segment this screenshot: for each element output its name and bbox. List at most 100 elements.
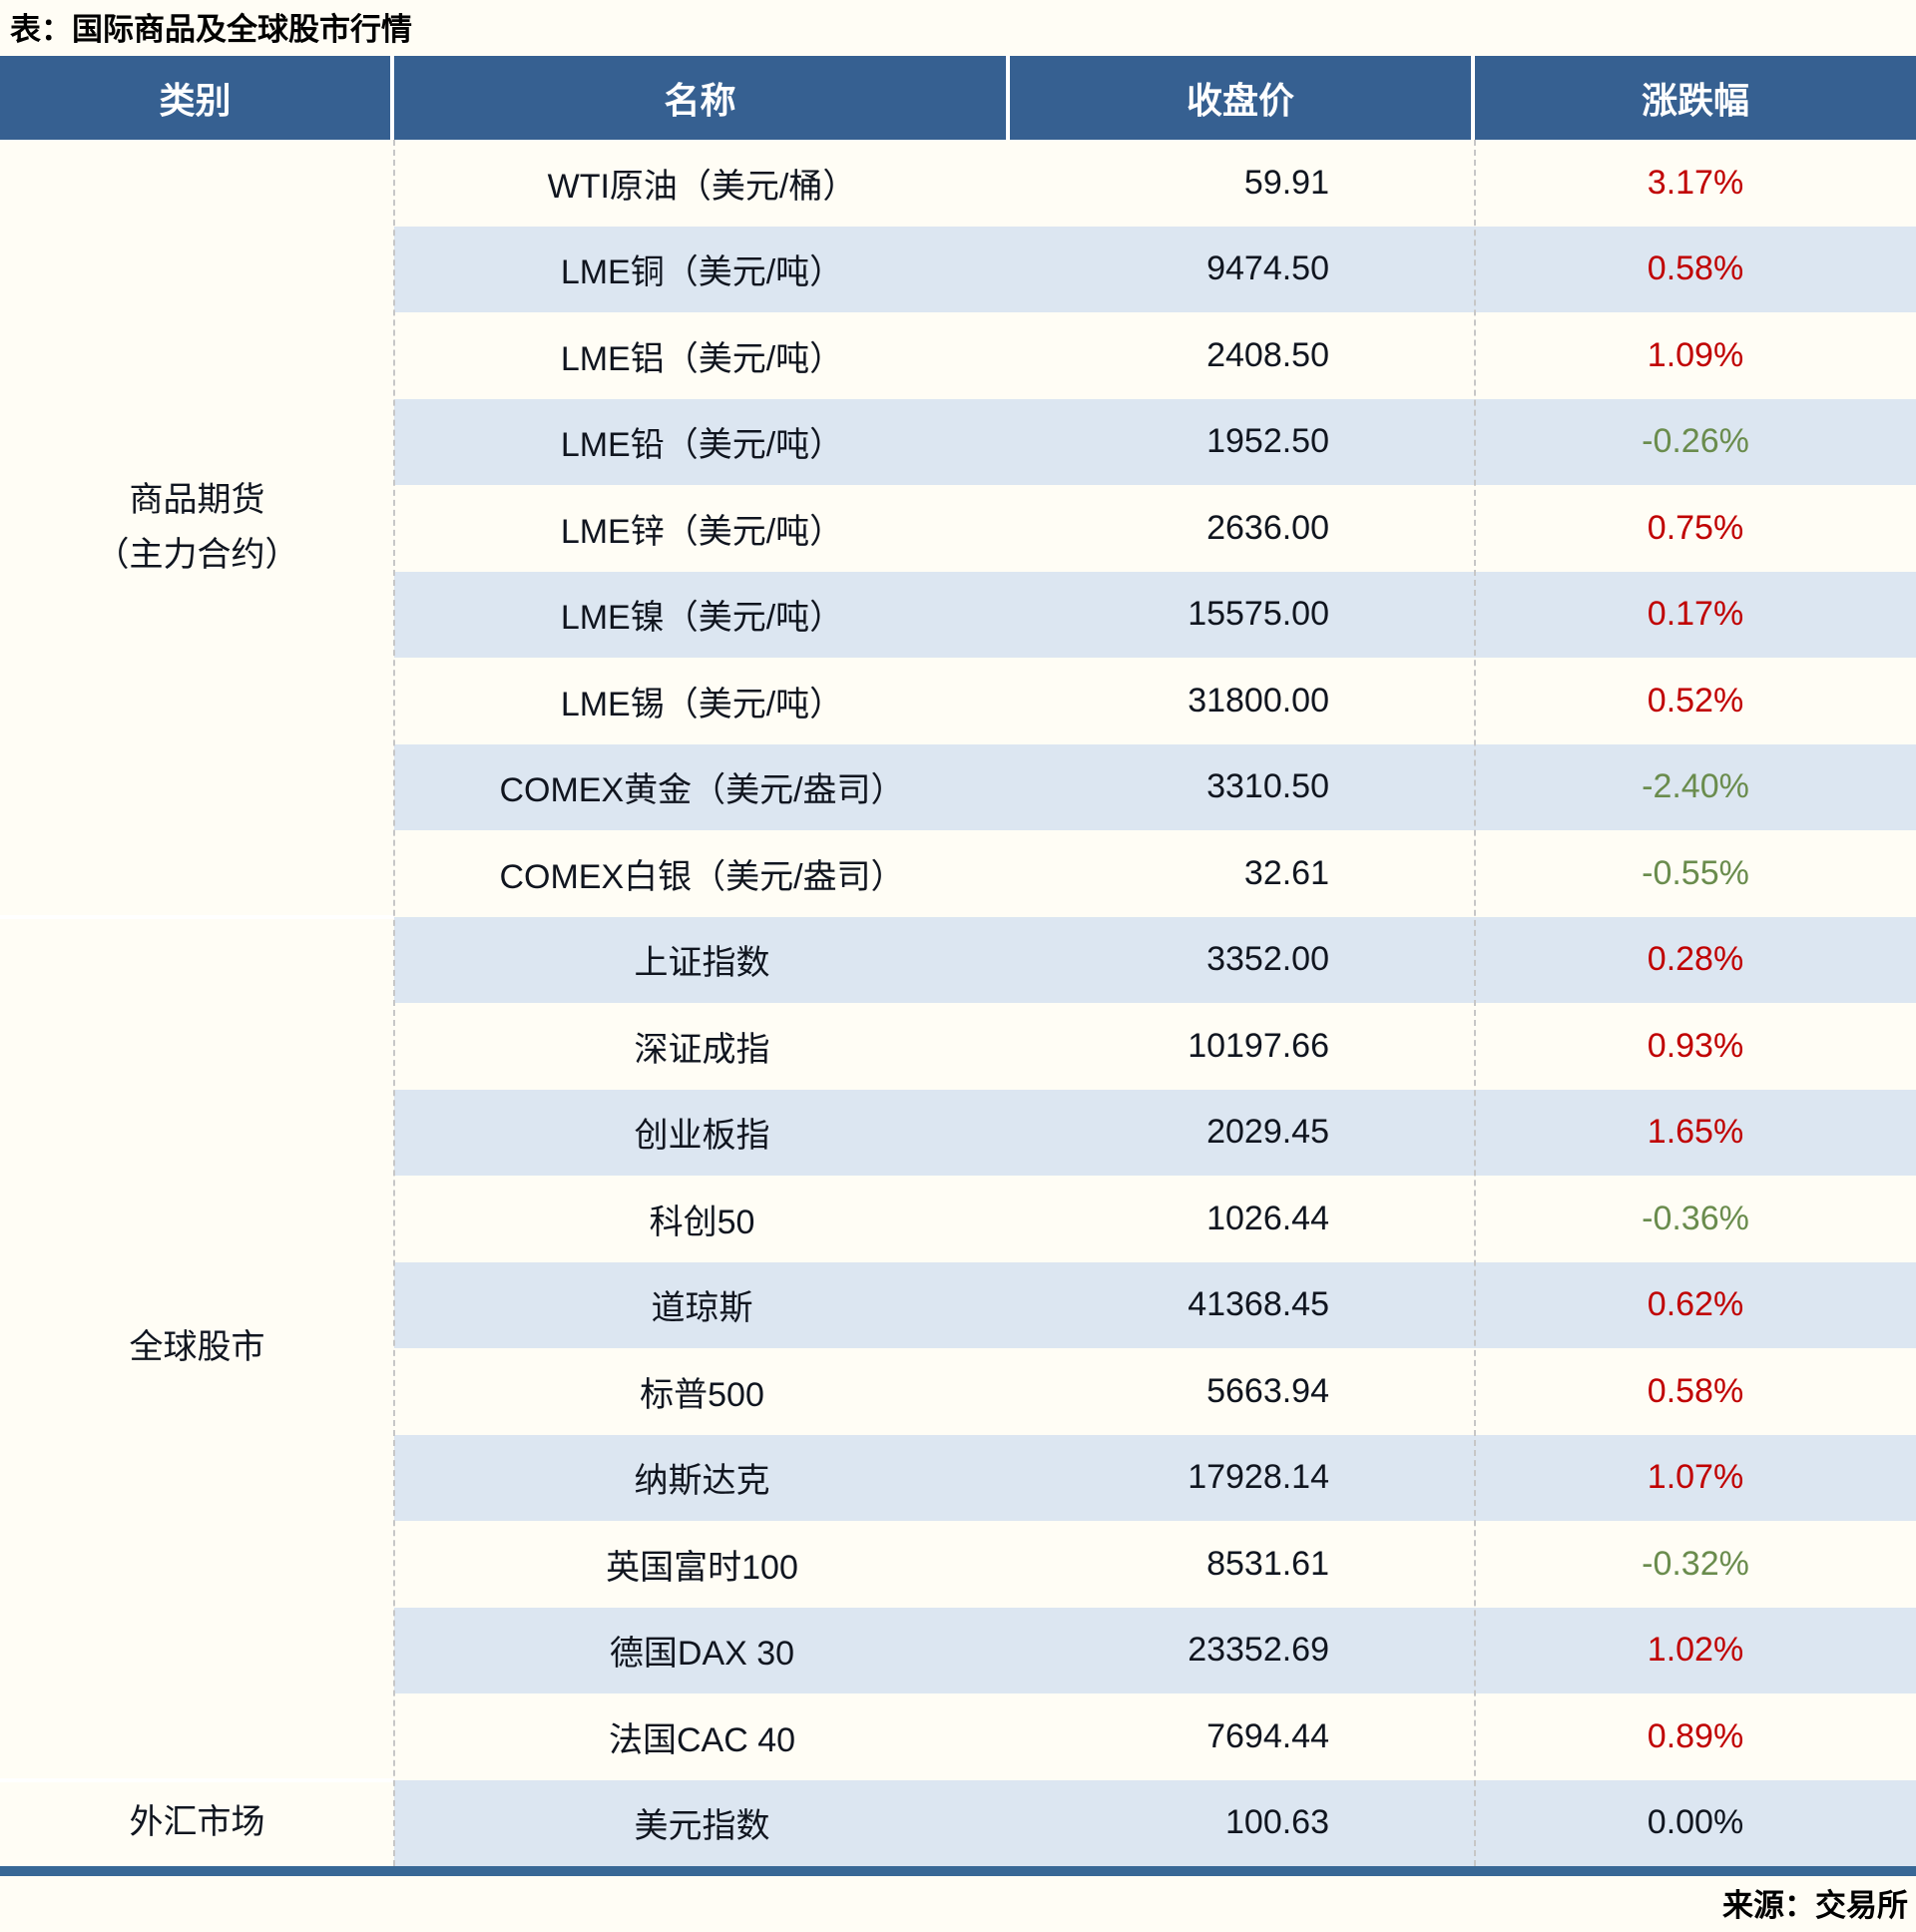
change-percent: 1.09% [1647,335,1744,374]
instrument-name: 英国富时100 [606,1548,798,1587]
change-percent: 1.02% [1475,1607,1916,1693]
close-price: 15575.00 [1010,571,1475,658]
change-percent: 1.65% [1475,1089,1916,1176]
instrument-name: WTI原油（美元/桶） [547,167,857,206]
close-price: 17928.14 [1010,1434,1475,1521]
instrument-name: 德国DAX 30 [394,1607,1010,1693]
close-price: 5663.94 [1206,1371,1329,1410]
quotes-table: 类别 名称 收盘价 涨跌幅 WTI原油（美元/桶） 59.91 3.17% LME铜（… [0,56,1916,1866]
instrument-name: 深证成指 [634,1030,770,1069]
header-name: 名称 [394,56,1010,140]
table-row: 纳斯达克 17928.14 1.07% [0,1434,1916,1521]
close-price: 100.63 [1010,1779,1475,1866]
instrument-name: 创业板指 [394,1089,1010,1176]
instrument-name: COMEX白银（美元/盎司） [499,857,905,896]
instrument-name: LME铜（美元/吨） [394,226,1010,312]
column-divider-dashed [1474,140,1476,1866]
table-row: COMEX黄金（美元/盎司） 3310.50 -2.40% [0,743,1916,830]
table-row: LME锌（美元/吨） 2636.00 0.75% [0,485,1916,572]
change-percent: 0.28% [1475,916,1916,1003]
category-label-line: 外汇市场 [129,1803,265,1842]
header-change-pct: 涨跌幅 [1475,56,1916,140]
close-price: 3310.50 [1010,743,1475,830]
column-divider-dashed [393,140,395,1866]
instrument-name: 科创50 [649,1203,755,1241]
instrument-name: 上证指数 [394,916,1010,1003]
table-row: 法国CAC 40 7694.44 0.89% [0,1693,1916,1780]
close-price: 31800.00 [1188,681,1329,720]
table-row: 美元指数 100.63 0.00% [0,1779,1916,1866]
category-label: 外汇市场 [0,1780,394,1867]
change-percent: 3.17% [1647,163,1744,202]
category-section-divider [0,1777,394,1782]
table-header-row: 类别 名称 收盘价 涨跌幅 [0,56,1916,140]
instrument-name: COMEX黄金（美元/盎司） [394,743,1010,830]
close-price: 23352.69 [1010,1607,1475,1693]
instrument-name: LME铅（美元/吨） [394,398,1010,485]
table-row: WTI原油（美元/桶） 59.91 3.17% [0,140,1916,227]
change-percent: 0.62% [1475,1261,1916,1348]
close-price: 8531.61 [1206,1544,1329,1583]
close-price: 2636.00 [1206,508,1329,547]
close-price: 41368.45 [1010,1261,1475,1348]
table-row: 深证成指 10197.66 0.93% [0,1003,1916,1090]
category-label-line: 全球股市 [129,1328,265,1367]
change-percent: 0.93% [1647,1026,1744,1065]
instrument-name: 美元指数 [394,1779,1010,1866]
table-caption: 表：国际商品及全球股市行情 [10,12,412,47]
table-row: 道琼斯 41368.45 0.62% [0,1261,1916,1348]
close-price: 7694.44 [1206,1716,1329,1755]
instrument-name: 纳斯达克 [394,1434,1010,1521]
category-section-divider [0,914,394,919]
change-percent: -0.55% [1642,853,1749,892]
close-price: 2408.50 [1206,335,1329,374]
category-label-line: 商品期货 [129,481,265,520]
change-percent: 0.17% [1475,571,1916,658]
close-price: 59.91 [1243,163,1329,202]
change-percent: 0.58% [1475,226,1916,312]
category-label: 商品期货 （主力合约） [0,140,394,917]
close-price: 1952.50 [1010,398,1475,485]
category-label: 全球股市 [0,917,394,1780]
table-row: 创业板指 2029.45 1.65% [0,1089,1916,1176]
instrument-name: 道琼斯 [394,1261,1010,1348]
instrument-name: LME镍（美元/吨） [394,571,1010,658]
change-percent: 0.00% [1475,1779,1916,1866]
header-close-price: 收盘价 [1010,56,1475,140]
close-price: 9474.50 [1010,226,1475,312]
change-percent: -0.36% [1642,1199,1749,1237]
table-row: 科创50 1026.44 -0.36% [0,1176,1916,1262]
close-price: 1026.44 [1206,1199,1329,1237]
change-percent: -2.40% [1475,743,1916,830]
table-body: WTI原油（美元/桶） 59.91 3.17% LME铜（美元/吨） 9474.50 0.… [0,140,1916,1866]
change-percent: -0.26% [1475,398,1916,485]
close-price: 2029.45 [1010,1089,1475,1176]
change-percent: 0.89% [1647,1716,1744,1755]
category-label-line: （主力合约） [95,536,299,575]
table-row: 上证指数 3352.00 0.28% [0,916,1916,1003]
table-row: COMEX白银（美元/盎司） 32.61 -0.55% [0,830,1916,917]
change-percent: -0.32% [1642,1544,1749,1583]
close-price: 3352.00 [1010,916,1475,1003]
table-row: LME铝（美元/吨） 2408.50 1.09% [0,312,1916,399]
table-row: 德国DAX 30 23352.69 1.02% [0,1607,1916,1693]
instrument-name: 法国CAC 40 [608,1720,796,1759]
instrument-name: LME锌（美元/吨） [560,512,844,551]
table-row: LME铅（美元/吨） 1952.50 -0.26% [0,398,1916,485]
close-price: 32.61 [1243,853,1329,892]
change-percent: 0.75% [1647,508,1744,547]
close-price: 10197.66 [1188,1026,1329,1065]
change-percent: 1.07% [1475,1434,1916,1521]
table-bottom-border [0,1866,1916,1876]
table-row: LME镍（美元/吨） 15575.00 0.17% [0,571,1916,658]
source-note: 来源：交易所 [1722,1888,1908,1923]
header-category: 类别 [0,56,394,140]
instrument-name: LME锡（美元/吨） [560,685,844,724]
change-percent: 0.52% [1647,681,1744,720]
change-percent: 0.58% [1647,1371,1744,1410]
table-row: LME铜（美元/吨） 9474.50 0.58% [0,226,1916,312]
table-row: LME锡（美元/吨） 31800.00 0.52% [0,658,1916,744]
instrument-name: LME铝（美元/吨） [560,339,844,378]
instrument-name: 标普500 [640,1375,764,1414]
table-row: 标普500 5663.94 0.58% [0,1348,1916,1435]
